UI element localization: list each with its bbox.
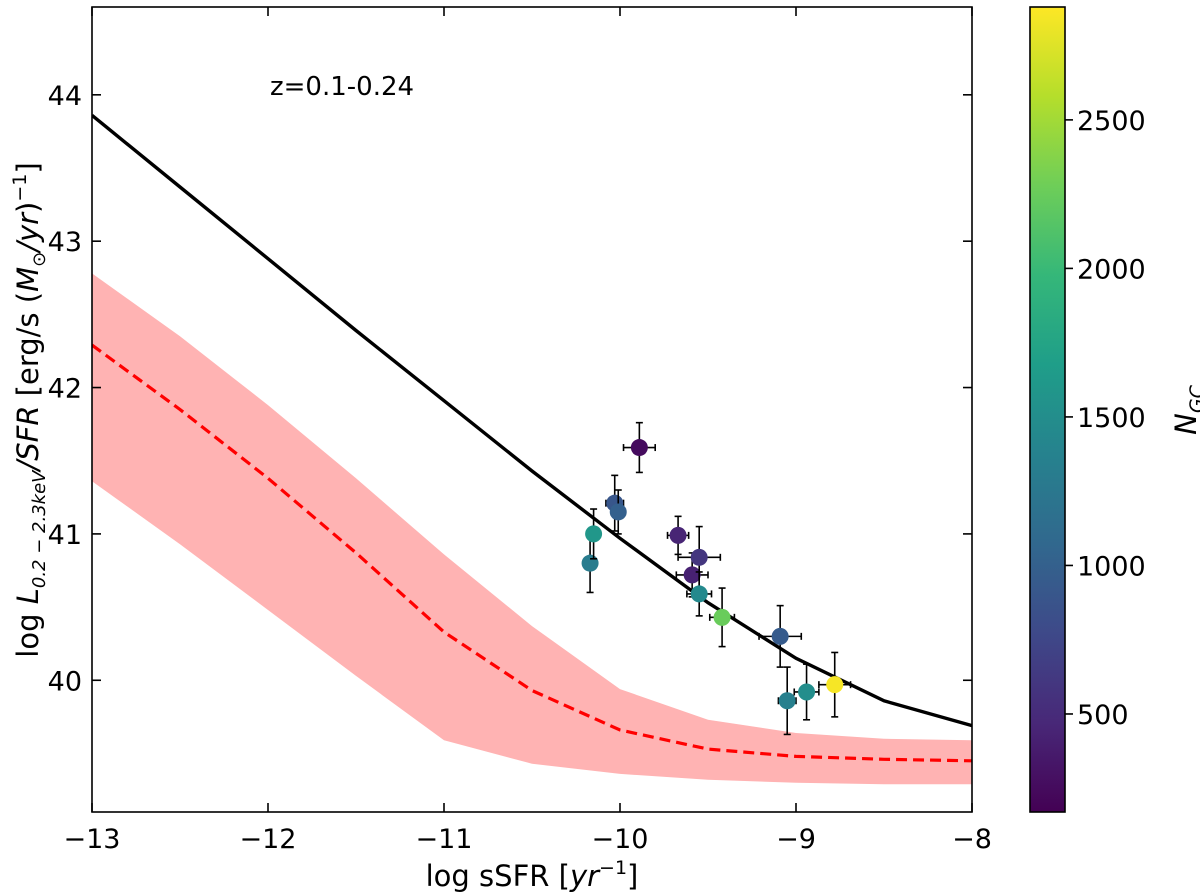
y-label-M: M [11, 267, 45, 292]
data-point-group [585, 508, 603, 560]
x-tick-label: −10 [592, 824, 649, 855]
colorbar-tick-label: 1500 [1077, 403, 1146, 434]
data-point [778, 692, 796, 710]
data-point-group [609, 489, 627, 535]
data-point-group [686, 571, 713, 617]
x-tick-label: −8 [952, 824, 992, 855]
colorbar-label-n: N [1169, 413, 1200, 435]
y-tick-label: 41 [48, 520, 82, 551]
data-point-group [818, 651, 852, 718]
y-label-exp: −1 [9, 174, 31, 202]
x-tick-label: −12 [240, 824, 297, 855]
data-point-group [758, 604, 803, 668]
y-label-units-open: [erg/s ( [11, 292, 45, 406]
y-label-mid: /SFR [11, 406, 45, 474]
colorbar-tick-label: 2000 [1077, 254, 1146, 285]
x-tick-label: −13 [64, 824, 121, 855]
data-point [713, 608, 731, 626]
x-label-unit: yr [569, 859, 601, 892]
y-label-prefix: log [11, 604, 45, 657]
plot-area [92, 113, 972, 785]
colorbar-label: NGC [1169, 384, 1200, 434]
data-point [683, 566, 701, 584]
colorbar-tick-label: 500 [1077, 700, 1129, 731]
data-point-group [666, 515, 690, 556]
x-label-exp: −1 [599, 857, 627, 879]
y-label-close: ) [11, 202, 45, 213]
x-label-suffix: ] [627, 859, 638, 892]
data-point [690, 585, 708, 603]
y-label-L: L [11, 588, 45, 604]
data-point [690, 548, 708, 566]
data-point-group [581, 533, 599, 594]
data-point-group [708, 587, 736, 648]
data-point [826, 676, 844, 694]
data-point [798, 683, 816, 701]
y-tick-label: 40 [48, 666, 82, 697]
data-point-group [777, 666, 797, 736]
colorbar-tick-label: 2500 [1077, 106, 1146, 137]
colorbar-axis: 500 1000 1500 2000 2500 [1065, 106, 1146, 731]
plot-frame [91, 6, 973, 813]
data-point [585, 525, 603, 543]
y-tick-label: 43 [48, 227, 82, 258]
data-point-group [793, 663, 820, 721]
data-point [771, 627, 789, 645]
colorbar-label-sub: GC [1186, 384, 1200, 413]
colorbar-tick-label: 1000 [1077, 551, 1146, 582]
colorbar [1029, 6, 1066, 813]
data-point-group [605, 474, 625, 532]
x-tick-label: −9 [776, 824, 816, 855]
axes: −13 −12 −11 −10 −9 −8 40 41 42 43 44 [48, 7, 992, 855]
y-label-end: ] [11, 162, 45, 173]
data-point-group [622, 421, 657, 474]
y-tick-label: 42 [48, 374, 82, 405]
data-point [581, 554, 599, 572]
data-point [669, 526, 687, 544]
solid-model-curve [92, 113, 972, 728]
y-axis-label: log L0.2 − 2.3keV/SFR [erg/s (M⊙/yr)−1] [9, 162, 50, 657]
x-axis-label: log sSFR [yr−1] [426, 857, 639, 892]
y-tick-label: 44 [48, 81, 82, 112]
y-label-yr: /yr [11, 211, 45, 255]
x-label-prefix: log sSFR [ [426, 859, 570, 892]
y-label-M-sub: ⊙ [29, 252, 50, 267]
x-tick-label: −11 [416, 824, 473, 855]
data-point [609, 503, 627, 521]
data-point [630, 439, 648, 457]
y-label-L-sub: 0.2 − 2.3keV [29, 469, 50, 588]
annotation-redshift: z=0.1-0.24 [270, 72, 414, 102]
uncertainty-band [92, 273, 972, 785]
